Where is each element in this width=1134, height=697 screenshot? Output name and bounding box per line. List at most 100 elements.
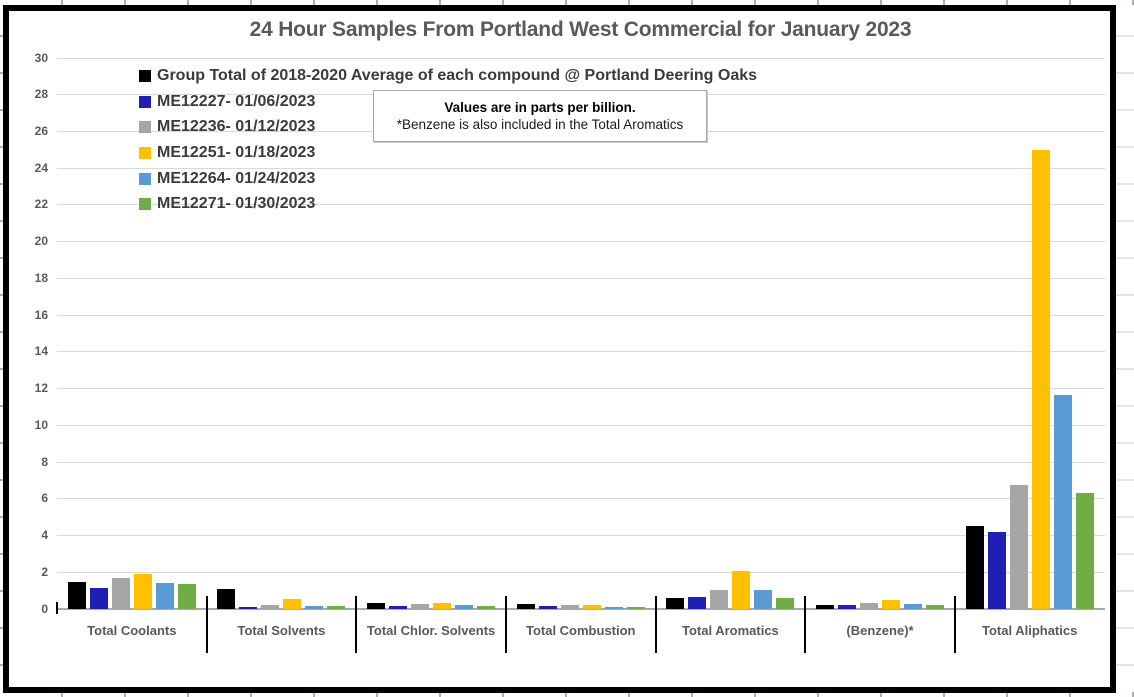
y-tick-label: 12 [34, 381, 48, 396]
y-tick-label: 6 [41, 491, 48, 506]
bar-series4-cat2 [283, 599, 302, 609]
bar-series1-cat3 [367, 602, 386, 609]
legend-swatch-icon [139, 146, 151, 159]
legend-label: ME12271- 01/30/2023 [157, 195, 316, 213]
y-tick-label: 26 [34, 123, 48, 138]
category-label: (Benzene)* [846, 623, 914, 638]
bar-series3-cat5 [710, 590, 729, 609]
bar-series1-cat1 [67, 581, 86, 609]
y-gridline [57, 277, 1105, 279]
y-tick-label: 16 [34, 307, 48, 322]
bar-series3-cat2 [261, 604, 280, 609]
y-tick-label: 14 [34, 344, 48, 359]
bar-series5-cat2 [305, 606, 324, 609]
bar-series3-cat1 [111, 578, 130, 609]
y-tick-label: 10 [34, 417, 48, 432]
y-gridline [57, 571, 1105, 573]
legend-item: ME12251- 01/18/2023 [139, 140, 757, 166]
y-gridline [57, 388, 1105, 390]
bar-series5-cat6 [904, 604, 923, 609]
y-tick-label: 30 [34, 50, 48, 65]
bar-series3-cat3 [411, 604, 430, 609]
note-box: Values are in parts per billion. *Benzen… [373, 90, 707, 142]
category-divider [953, 596, 956, 653]
chart-title: 24 Hour Samples From Portland West Comme… [249, 18, 912, 41]
note-line-benzene: *Benzene is also included in the Total A… [396, 117, 684, 132]
y-tick-label: 8 [41, 454, 48, 469]
bar-series2-cat1 [89, 588, 108, 609]
bar-series2-cat5 [688, 597, 707, 609]
legend-label: ME12264- 01/24/2023 [157, 169, 316, 187]
y-tick-label: 4 [41, 528, 48, 543]
y-tick-label: 22 [34, 197, 48, 212]
y-gridline [57, 241, 1105, 243]
bar-series3-cat7 [1009, 484, 1028, 609]
legend-swatch-icon [139, 95, 151, 108]
legend-label: Group Total of 2018-2020 Average of each… [157, 66, 758, 84]
bar-series6-cat2 [327, 606, 346, 609]
category-divider [504, 596, 507, 653]
category-label: Total Solvents [237, 623, 326, 638]
worksheet-column-ticks-bottom [0, 692, 1134, 697]
bar-series6-cat3 [477, 606, 496, 609]
worksheet-column-ticks-top [0, 0, 1134, 5]
bar-series2-cat6 [838, 604, 857, 609]
legend-label: ME12236- 01/12/2023 [157, 118, 316, 136]
legend-swatch-icon [139, 69, 151, 82]
legend-swatch-icon [139, 198, 151, 211]
bar-series4-cat1 [133, 573, 152, 609]
y-tick-label: 0 [41, 601, 48, 616]
bar-series2-cat2 [239, 607, 258, 609]
legend-item: ME12264- 01/24/2023 [139, 166, 757, 192]
category-label: Total Coolants [87, 623, 177, 638]
bar-series2-cat3 [389, 605, 408, 609]
y-tick-label: 24 [34, 160, 48, 175]
axis-start-tick [56, 602, 58, 614]
legend-label: ME12251- 01/18/2023 [157, 143, 316, 161]
y-tick-label: 18 [34, 270, 48, 285]
bar-series3-cat4 [560, 604, 579, 609]
category-label: Total Chlor. Solvents [366, 623, 496, 638]
bar-series6-cat5 [776, 597, 795, 609]
y-gridline [57, 461, 1105, 463]
bar-series4-cat6 [882, 600, 901, 609]
legend-item: ME12227- 01/06/2023 [139, 89, 757, 115]
y-gridline [57, 498, 1105, 500]
note-line-units: Values are in parts per billion. [444, 100, 636, 115]
category-divider [654, 596, 657, 653]
category-label: Total Aliphatics [981, 623, 1078, 638]
bar-series2-cat4 [538, 606, 557, 609]
category-divider [205, 596, 208, 653]
bar-series4-cat4 [582, 604, 601, 609]
bar-series4-cat7 [1031, 150, 1050, 609]
bar-series4-cat5 [732, 570, 751, 609]
y-tick-label: 2 [41, 564, 48, 579]
bar-series2-cat7 [987, 532, 1006, 609]
category-label: Total Combustion [525, 623, 636, 638]
bar-series5-cat7 [1053, 394, 1072, 609]
bar-series1-cat5 [666, 598, 685, 609]
bar-series1-cat6 [816, 604, 835, 609]
x-axis-line [57, 607, 1105, 610]
bar-series6-cat4 [626, 607, 645, 609]
bar-series5-cat3 [455, 604, 474, 609]
category-divider [355, 596, 358, 653]
legend-swatch-icon [139, 172, 151, 185]
y-gridline [57, 167, 1105, 169]
category-label: Total Aromatics [681, 623, 779, 638]
legend-item: ME12236- 01/12/2023 [139, 114, 757, 140]
bar-series1-cat4 [516, 603, 535, 609]
y-tick-label: 28 [34, 87, 48, 102]
worksheet-row-ticks-left [0, 0, 3, 697]
y-gridline [57, 424, 1105, 426]
chart-legend: Group Total of 2018-2020 Average of each… [139, 63, 757, 217]
y-gridline [57, 57, 1105, 59]
bar-series3-cat6 [860, 603, 879, 609]
legend-item: ME12271- 01/30/2023 [139, 191, 757, 217]
legend-swatch-icon [139, 121, 151, 134]
y-gridline [57, 204, 1105, 206]
worksheet-row-ticks-right [1116, 0, 1134, 697]
bar-series1-cat7 [965, 525, 984, 609]
bar-series5-cat4 [604, 607, 623, 609]
bar-series5-cat5 [754, 590, 773, 609]
